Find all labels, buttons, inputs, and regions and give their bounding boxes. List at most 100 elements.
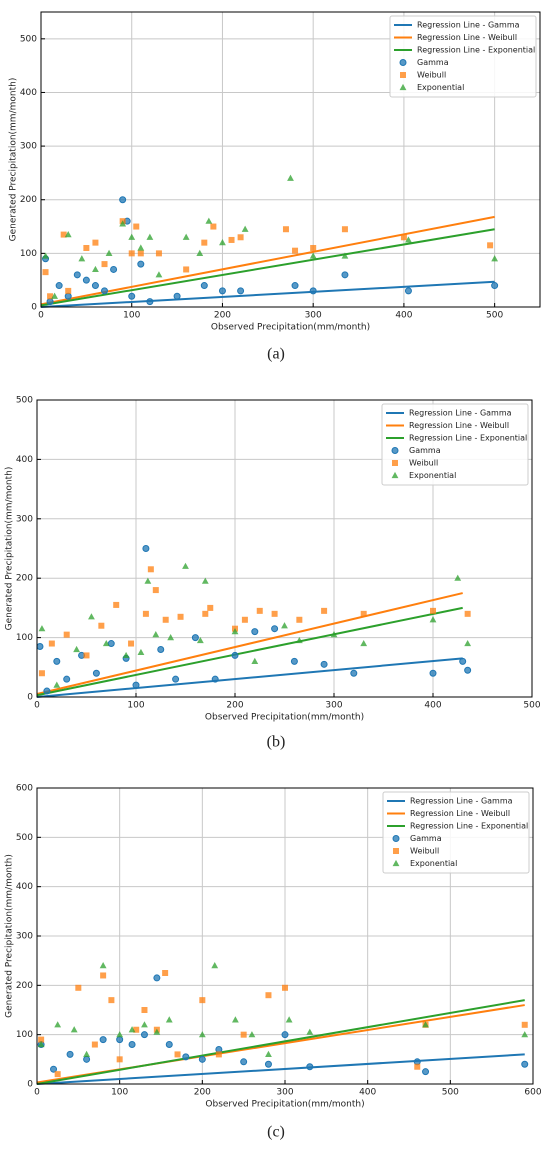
point: [198, 1055, 206, 1063]
y-tick-label: 200: [16, 981, 33, 991]
point: [132, 681, 140, 689]
caption: (c): [267, 1124, 285, 1141]
legend-label: Weibull: [409, 459, 438, 468]
point: [296, 616, 303, 623]
point: [99, 1036, 107, 1044]
point: [464, 666, 472, 674]
point: [292, 247, 299, 254]
regression-line: [40, 228, 495, 307]
y-tick-label: 0: [27, 1080, 33, 1090]
legend-label: Regression Line - Gamma: [409, 409, 512, 418]
point: [100, 972, 107, 979]
plot-frame: [40, 11, 541, 308]
point: [66, 1050, 74, 1058]
x-tick-label: 0: [34, 1088, 40, 1098]
point: [42, 269, 49, 276]
point: [464, 639, 472, 647]
y-tick-label: 200: [20, 195, 37, 205]
point: [142, 610, 149, 617]
point: [282, 984, 288, 991]
point: [122, 651, 130, 659]
point: [174, 1051, 181, 1058]
point: [210, 223, 217, 230]
point: [201, 577, 209, 584]
point: [155, 250, 162, 257]
regression-line: [36, 999, 525, 1085]
x-axis-label: Observed Precipitation(mm/month): [205, 1100, 364, 1110]
point: [128, 250, 135, 257]
y-axis-label: Generated Precipitation(mm/month): [5, 467, 15, 631]
point: [50, 1065, 58, 1073]
x-tick-label: 100: [127, 701, 144, 711]
legend-label: Regression Line - Weibull: [409, 421, 509, 430]
point: [211, 962, 219, 969]
point: [196, 249, 204, 256]
point: [414, 1063, 421, 1070]
point: [183, 266, 190, 273]
point: [108, 997, 115, 1004]
point: [291, 282, 299, 290]
point: [46, 298, 54, 306]
point: [240, 1031, 247, 1038]
point: [157, 645, 165, 653]
point: [167, 634, 175, 641]
legend-box: [381, 403, 529, 486]
point: [137, 648, 145, 656]
point: [113, 601, 120, 608]
point: [142, 545, 150, 552]
legend-label: Regression Line - Exponential: [410, 822, 528, 831]
point: [64, 230, 72, 238]
legend-label: Regression Line - Weibull: [410, 809, 510, 818]
point: [521, 1060, 529, 1068]
point: [521, 1021, 528, 1028]
point: [119, 196, 127, 204]
y-tick-label: 100: [20, 249, 37, 259]
legend-swatch: [399, 59, 407, 66]
y-tick-label: 400: [16, 882, 33, 892]
point: [146, 298, 154, 306]
point: [48, 640, 55, 647]
point: [137, 244, 145, 251]
point: [101, 287, 109, 295]
point: [191, 634, 199, 642]
point: [128, 233, 136, 240]
point: [341, 271, 349, 279]
y-tick-label: 500: [16, 396, 33, 406]
point: [42, 252, 49, 259]
point: [83, 652, 90, 659]
x-tick-label: 400: [359, 1088, 376, 1098]
point: [521, 1031, 529, 1038]
point: [295, 636, 303, 644]
legend-label: Regression Line - Gamma: [417, 21, 520, 30]
x-tick-label: 300: [325, 701, 342, 711]
point: [177, 613, 184, 620]
point: [91, 282, 99, 290]
point: [153, 1028, 161, 1035]
x-tick-label: 600: [524, 1088, 541, 1098]
legend-label: Weibull: [410, 847, 439, 856]
point: [360, 610, 367, 617]
point: [64, 292, 72, 300]
x-tick-label: 200: [214, 311, 231, 321]
point: [55, 282, 63, 290]
point: [75, 984, 82, 991]
y-tick-label: 500: [16, 833, 33, 843]
point: [219, 239, 226, 246]
regression-line: [40, 215, 495, 306]
point: [422, 1021, 429, 1028]
regression-line: [36, 606, 463, 697]
point: [341, 226, 348, 233]
point: [200, 282, 208, 290]
point: [116, 1056, 123, 1063]
point: [310, 245, 317, 251]
point: [271, 625, 279, 633]
x-tick-label: 400: [395, 311, 412, 321]
point: [83, 245, 90, 251]
point: [241, 225, 249, 232]
point: [241, 616, 248, 623]
point: [182, 562, 189, 569]
legend-swatch: [391, 447, 399, 454]
plot-frame: [36, 399, 533, 698]
legend-swatch: [400, 72, 406, 78]
point: [281, 1031, 289, 1039]
